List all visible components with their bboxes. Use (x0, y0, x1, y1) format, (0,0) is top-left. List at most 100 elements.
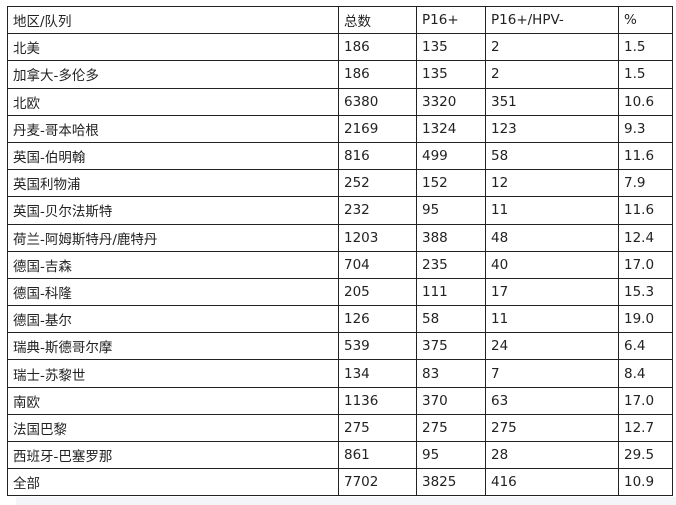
table-cell: 瑞士-苏黎世 (7, 359, 339, 388)
table-cell: 德国-吉森 (7, 250, 339, 279)
table-row: 德国-科隆 205 111 17 15.3 (7, 277, 673, 307)
header-row: 地区/队列 总数 P16+ P16+/HPV- % (7, 5, 673, 35)
table-row: 瑞典-斯德哥尔摩 539 375 24 6.4 (7, 332, 673, 361)
table-row: 全部 7702 3825 416 10.9 (7, 468, 673, 497)
table-row: 丹麦-哥本哈根 2169 1324 123 9.3 (7, 114, 673, 143)
table-cell: 205 (338, 277, 417, 307)
table-cell: 816 (338, 141, 417, 171)
table-cell: 17.0 (618, 250, 673, 279)
table-cell: 152 (416, 169, 486, 198)
table-cell: 15.3 (618, 277, 673, 307)
table-cell: 29.5 (618, 440, 673, 470)
table-row: 英国利物浦 252 152 12 7.9 (7, 169, 673, 198)
table-cell: 1203 (338, 223, 417, 252)
table-cell: 8.4 (618, 359, 673, 388)
table-cell: 6380 (338, 87, 417, 116)
table-cell: 388 (416, 223, 486, 252)
table-cell: 7702 (338, 468, 417, 497)
header-cell: P16+/HPV- (485, 5, 619, 35)
table-cell: 3825 (416, 468, 486, 497)
table-cell: 134 (338, 359, 417, 388)
table-cell: 275 (338, 413, 417, 443)
table-cell: 法国巴黎 (7, 413, 339, 443)
table-cell: 275 (416, 413, 486, 443)
table-cell: 375 (416, 332, 486, 361)
table-row: 北美 186 135 2 1.5 (7, 33, 673, 62)
table-cell: 95 (416, 196, 486, 225)
table-cell: 48 (485, 223, 619, 252)
table-row: 瑞士-苏黎世 134 83 7 8.4 (7, 359, 673, 388)
table-cell: 235 (416, 250, 486, 279)
table-cell: 17.0 (618, 386, 673, 415)
table-cell: 416 (485, 468, 619, 497)
header-cell: % (618, 5, 673, 35)
table-cell: 南欧 (7, 386, 339, 415)
table-cell: 3320 (416, 87, 486, 116)
table-cell: 北美 (7, 33, 339, 62)
table-cell: 95 (416, 440, 486, 470)
table-cell: 荷兰-阿姆斯特丹/鹿特丹 (7, 223, 339, 252)
table-cell: 7.9 (618, 169, 673, 198)
table-cell: 2169 (338, 114, 417, 143)
table-cell: 德国-科隆 (7, 277, 339, 307)
table-cell: 135 (416, 60, 486, 89)
table-cell: 83 (416, 359, 486, 388)
table-cell: 58 (485, 141, 619, 171)
table-cell: 2 (485, 60, 619, 89)
table-cell: 6.4 (618, 332, 673, 361)
table-cell: 10.9 (618, 468, 673, 497)
table-cell: 24 (485, 332, 619, 361)
table-cell: 63 (485, 386, 619, 415)
table-cell: 17 (485, 277, 619, 307)
table-cell: 英国-伯明翰 (7, 141, 339, 171)
bottom-band (16, 497, 676, 505)
table-row: 加拿大-多伦多 186 135 2 1.5 (7, 60, 673, 89)
table-cell: 7 (485, 359, 619, 388)
table-cell: 11 (485, 196, 619, 225)
table-cell: 58 (416, 305, 486, 334)
table-row: 北欧 6380 3320 351 10.6 (7, 87, 673, 116)
table-cell: 40 (485, 250, 619, 279)
table-cell: 全部 (7, 468, 339, 497)
table-cell: 12.4 (618, 223, 673, 252)
table-row: 西班牙-巴塞罗那 861 95 28 29.5 (7, 440, 673, 470)
header-cell: 地区/队列 (7, 5, 339, 35)
table-cell: 1.5 (618, 60, 673, 89)
table-cell: 186 (338, 33, 417, 62)
table-row: 英国-伯明翰 816 499 58 11.6 (7, 141, 673, 171)
table-cell: 瑞典-斯德哥尔摩 (7, 332, 339, 361)
table-row: 德国-吉森 704 235 40 17.0 (7, 250, 673, 279)
table-row: 荷兰-阿姆斯特丹/鹿特丹 1203 388 48 12.4 (7, 223, 673, 252)
table-cell: 111 (416, 277, 486, 307)
table-cell: 126 (338, 305, 417, 334)
table-row: 英国-贝尔法斯特 232 95 11 11.6 (7, 196, 673, 225)
table-cell: 德国-基尔 (7, 305, 339, 334)
table-cell: 499 (416, 141, 486, 171)
table-row: 法国巴黎 275 275 275 12.7 (7, 413, 673, 443)
table-cell: 275 (485, 413, 619, 443)
table-cell: 186 (338, 60, 417, 89)
table-row: 德国-基尔 126 58 11 19.0 (7, 305, 673, 334)
table-cell: 英国-贝尔法斯特 (7, 196, 339, 225)
table-cell: 11.6 (618, 141, 673, 171)
table-cell: 英国利物浦 (7, 169, 339, 198)
table-cell: 370 (416, 386, 486, 415)
table-cell: 西班牙-巴塞罗那 (7, 440, 339, 470)
table-cell: 11 (485, 305, 619, 334)
table-cell: 11.6 (618, 196, 673, 225)
table-cell: 9.3 (618, 114, 673, 143)
table-cell: 351 (485, 87, 619, 116)
table-cell: 123 (485, 114, 619, 143)
table-cell: 861 (338, 440, 417, 470)
table-cell: 539 (338, 332, 417, 361)
header-cell: 总数 (338, 5, 417, 35)
table-cell: 232 (338, 196, 417, 225)
table-row: 南欧 1136 370 63 17.0 (7, 386, 673, 415)
data-table: 地区/队列 总数 P16+ P16+/HPV- % 北美 186 135 2 1.5 加拿… (7, 5, 673, 497)
table-cell: 135 (416, 33, 486, 62)
table-cell: 252 (338, 169, 417, 198)
table-cell: 加拿大-多伦多 (7, 60, 339, 89)
table-cell: 28 (485, 440, 619, 470)
table-cell: 2 (485, 33, 619, 62)
table-cell: 704 (338, 250, 417, 279)
